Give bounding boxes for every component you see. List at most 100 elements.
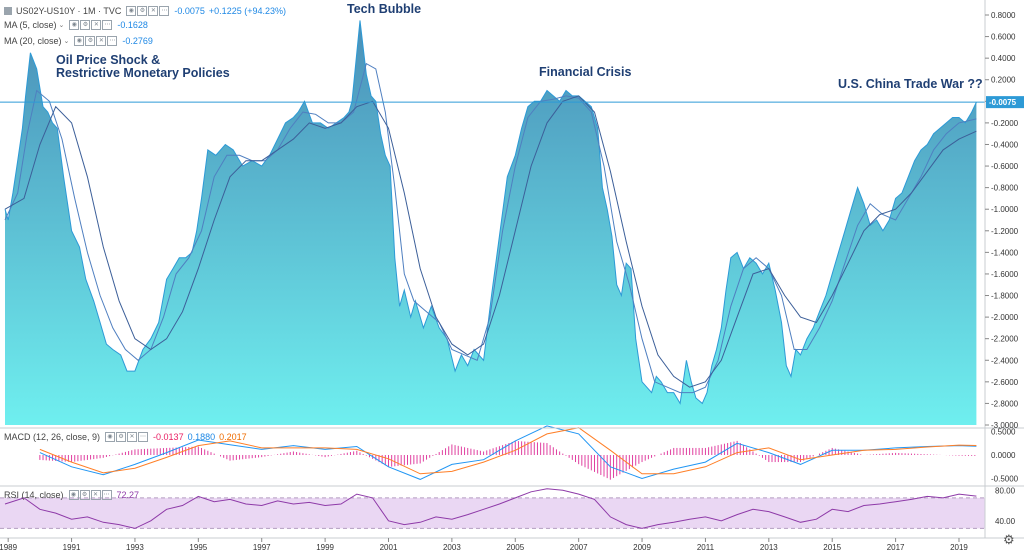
time-tick-label: 2003 <box>443 543 461 552</box>
close-icon[interactable]: ✕ <box>148 6 159 16</box>
time-tick-label: 1999 <box>316 543 334 552</box>
ma20-legend: MA (20, close) ⌄ ◉ ⚙ ✕ ⋯ -0.2769 <box>4 36 153 46</box>
time-tick-label: 2019 <box>950 543 968 552</box>
settings-icon[interactable]: ⚙ <box>137 6 148 16</box>
macd-tick-label: 0.0000 <box>991 451 1016 460</box>
time-tick-label: 2015 <box>823 543 841 552</box>
eye-icon[interactable]: ◉ <box>69 20 80 30</box>
close-icon[interactable]: ✕ <box>91 20 102 30</box>
rsi-band <box>0 497 985 529</box>
spread-area-fill <box>5 20 977 426</box>
main-legend: US02Y-US10Y · 1M · TVC ◉ ⚙ ✕ ⋯ -0.0075 +0.1… <box>4 6 286 16</box>
price-tick-label: -2.8000 <box>991 399 1019 408</box>
time-tick-label: 2001 <box>380 543 398 552</box>
price-tick-label: -1.0000 <box>991 205 1019 214</box>
close-icon[interactable]: ✕ <box>96 36 107 46</box>
price-tick-label: -1.4000 <box>991 248 1019 257</box>
rsi-value: 72.27 <box>116 490 140 500</box>
spread-line <box>4 20 977 405</box>
more-icon[interactable]: ⋯ <box>101 490 112 500</box>
time-tick-label: 2011 <box>697 543 715 552</box>
legend-buttons: ◉ ⚙ ✕ ⋯ <box>105 432 149 442</box>
price-tick-label: -0.6000 <box>991 162 1019 171</box>
rsi-line <box>4 488 977 529</box>
time-tick-label: 2013 <box>760 543 778 552</box>
symbol-flag-icon <box>4 7 12 15</box>
eye-icon[interactable]: ◉ <box>68 490 79 500</box>
eye-icon[interactable]: ◉ <box>105 432 116 442</box>
ma5-legend: MA (5, close) ⌄ ◉ ⚙ ✕ ⋯ -0.1628 <box>4 20 148 30</box>
settings-icon[interactable]: ⚙ <box>85 36 96 46</box>
close-icon[interactable]: ✕ <box>127 432 138 442</box>
time-tick-label: 1997 <box>253 543 271 552</box>
price-tick-label: -0.8000 <box>991 184 1019 193</box>
annotation-trade-war: U.S. China Trade War ?? <box>838 77 983 91</box>
price-tick-label: 0.8000 <box>991 11 1016 20</box>
change-value: +0.1225 (+94.23%) <box>208 6 286 16</box>
price-tick-label: -0.4000 <box>991 140 1019 149</box>
more-icon[interactable]: ⋯ <box>138 432 149 442</box>
price-tick-label: 0.4000 <box>991 54 1016 63</box>
price-tick-label: -1.2000 <box>991 227 1019 236</box>
time-tick-label: 2017 <box>887 543 905 552</box>
price-tick-label: -0.2000 <box>991 119 1019 128</box>
time-tick-label: 1989 <box>0 543 18 552</box>
chevron-down-icon[interactable]: ⌄ <box>58 22 65 29</box>
annotation-oil-shock: Oil Price Shock & Restrictive Monetary P… <box>56 53 230 80</box>
price-tick-label: -3.0000 <box>991 421 1019 430</box>
rsi-tick-label: 80.00 <box>995 486 1016 495</box>
price-tick-label: -1.8000 <box>991 292 1019 301</box>
macd-value: 0.1880 <box>187 432 216 442</box>
legend-buttons: ◉ ⚙ ✕ ⋯ <box>126 6 170 16</box>
more-icon[interactable]: ⋯ <box>159 6 170 16</box>
more-icon[interactable]: ⋯ <box>102 20 113 30</box>
macd-hist-value: -0.0137 <box>153 432 184 442</box>
macd-label[interactable]: MACD (12, 26, close, 9) <box>4 432 101 442</box>
annotation-financial-crisis: Financial Crisis <box>539 65 632 79</box>
ma20-value: -0.2769 <box>122 36 153 46</box>
ma20-label[interactable]: MA (20, close) <box>4 36 62 46</box>
signal-line <box>39 427 977 475</box>
legend-buttons: ◉ ⚙ ✕ ⋯ <box>68 490 113 500</box>
ma5-label[interactable]: MA (5, close) <box>4 20 57 30</box>
gear-icon[interactable]: ⚙ <box>1003 532 1015 547</box>
symbol-label[interactable]: US02Y-US10Y · 1M · TVC <box>16 6 122 16</box>
rsi-tick-label: 40.00 <box>995 517 1016 526</box>
legend-buttons: ◉ ⚙ ✕ ⋯ <box>69 20 113 30</box>
time-tick-label: 2007 <box>570 543 588 552</box>
last-value: -0.0075 <box>174 6 205 16</box>
time-tick-label: 1995 <box>189 543 207 552</box>
current-price-label: -0.0075 <box>989 98 1017 107</box>
ma5-value: -0.1628 <box>117 20 148 30</box>
price-tick-label: -2.6000 <box>991 378 1019 387</box>
macd-tick-label: 0.5000 <box>991 428 1016 437</box>
macd-line <box>39 425 977 480</box>
price-tick-label: -1.6000 <box>991 270 1019 279</box>
legend-buttons: ◉ ⚙ ✕ ⋯ <box>74 36 118 46</box>
settings-icon[interactable]: ⚙ <box>79 490 90 500</box>
rsi-legend: RSI (14, close) ◉ ⚙ ✕ ⋯ 72.27 <box>4 490 139 500</box>
annotation-tech-bubble: Tech Bubble <box>347 2 422 16</box>
price-tick-label: 0.6000 <box>991 33 1016 42</box>
close-icon[interactable]: ✕ <box>90 490 101 500</box>
price-tick-label: -2.0000 <box>991 313 1019 322</box>
chevron-down-icon[interactable]: ⌄ <box>63 38 70 45</box>
eye-icon[interactable]: ◉ <box>74 36 85 46</box>
time-tick-label: 1993 <box>126 543 144 552</box>
eye-icon[interactable]: ◉ <box>126 6 137 16</box>
settings-icon[interactable]: ⚙ <box>116 432 127 442</box>
macd-legend: MACD (12, 26, close, 9) ◉ ⚙ ✕ ⋯ -0.0137 0.1… <box>4 432 247 442</box>
more-icon[interactable]: ⋯ <box>107 36 118 46</box>
rsi-label[interactable]: RSI (14, close) <box>4 490 64 500</box>
settings-icon[interactable]: ⚙ <box>80 20 91 30</box>
macd-tick-label: -0.5000 <box>991 475 1019 484</box>
price-tick-label: -2.2000 <box>991 335 1019 344</box>
ma20-line <box>4 95 977 388</box>
time-tick-label: 2009 <box>633 543 651 552</box>
ma5-line <box>4 62 977 394</box>
current-price-tag <box>986 96 1024 109</box>
time-tick-label: 2005 <box>506 543 524 552</box>
time-tick-label: 1991 <box>63 543 81 552</box>
price-tick-label: -2.4000 <box>991 356 1019 365</box>
